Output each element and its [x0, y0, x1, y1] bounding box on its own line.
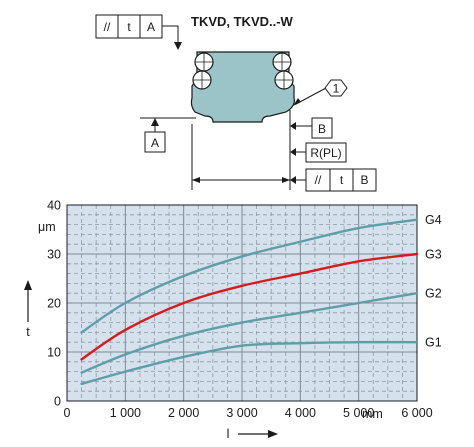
- ball-top-right: [272, 52, 292, 72]
- datum-triangle: [290, 122, 296, 130]
- datum-b-label: B: [318, 122, 326, 136]
- datum-reference-label: A: [147, 20, 155, 34]
- callout-leader: [295, 87, 327, 105]
- x-axis-label: l: [227, 427, 230, 441]
- datum-a-box: [144, 131, 166, 153]
- ball-top-left: [194, 52, 214, 72]
- tolerance-label: t: [127, 20, 131, 34]
- arrowhead: [293, 98, 301, 106]
- y-tick-label: 20: [47, 297, 61, 311]
- series-line-g2: [80, 292, 419, 374]
- y-tick-label: 10: [47, 346, 61, 360]
- y-tick-label: 0: [54, 395, 61, 409]
- x-unit-label: mm: [362, 407, 383, 421]
- reference-plane-label: R(PL): [310, 146, 341, 160]
- y-tick-label: 30: [47, 248, 61, 262]
- datum-triangle: [151, 118, 159, 126]
- y-unit-label: μm: [38, 220, 56, 234]
- series-layer: G4 G3 G2 G1: [80, 213, 442, 386]
- ball-bottom-right: [274, 70, 294, 90]
- series-label-g2: G2: [425, 287, 442, 301]
- x-tick-label: 0: [64, 406, 71, 420]
- y-tick-label: 40: [47, 199, 61, 213]
- series-line-g1: [80, 340, 419, 386]
- rail-tolerance-drawing: // t A TKVD, TKVD..-W: [95, 14, 377, 192]
- tolerance-chart: G4 G3 G2 G1 0 1 000 2 000 3 000 4 000 5 000 6 000…: [24, 199, 442, 441]
- callout-number: 1: [333, 82, 340, 96]
- tick-labels: 0 1 000 2 000 3 000 4 000 5 000 6 000 0 10 20 30 40: [47, 199, 433, 421]
- parallelism-symbol: //: [104, 20, 111, 34]
- x-axis-arrow-icon: [268, 430, 278, 438]
- top-feature-control-frame: // t A: [95, 14, 163, 39]
- parallelism-symbol: //: [315, 173, 322, 187]
- arrowhead: [290, 148, 296, 156]
- callout-hexagon: [324, 79, 348, 97]
- datum-reference-label: B: [360, 173, 368, 187]
- series-line-g4: [80, 218, 419, 334]
- y-axis-label: t: [26, 325, 30, 339]
- tolerance-label: t: [340, 173, 344, 187]
- arrowhead: [192, 177, 200, 183]
- x-tick-label: 4 000: [285, 406, 316, 420]
- datum-b-box: [311, 117, 333, 139]
- x-tick-label: 2 000: [168, 406, 199, 420]
- series-label-g3: G3: [425, 248, 442, 262]
- x-tick-label: 3 000: [226, 406, 257, 420]
- bottom-feature-control-frame: // t B: [305, 168, 377, 192]
- arrowhead: [290, 176, 296, 184]
- x-tick-label: 5 000: [343, 406, 374, 420]
- product-title: TKVD, TKVD..-W: [191, 14, 294, 29]
- rail-profile: [190, 51, 295, 123]
- reference-plane-box: [305, 142, 347, 163]
- series-label-g1: G1: [425, 336, 442, 350]
- x-tick-label: 1 000: [110, 406, 141, 420]
- plot-frame: [66, 204, 418, 402]
- series-label-g4: G4: [425, 213, 442, 227]
- ball-bottom-left: [192, 70, 212, 90]
- arrowhead: [282, 177, 290, 183]
- leader-line: [162, 25, 179, 44]
- datum-a-label: A: [151, 136, 159, 150]
- series-line-g3: [80, 252, 419, 361]
- x-tick-label: 6 000: [401, 406, 432, 420]
- arrowhead: [174, 42, 182, 50]
- y-axis-arrow-icon: [24, 280, 32, 290]
